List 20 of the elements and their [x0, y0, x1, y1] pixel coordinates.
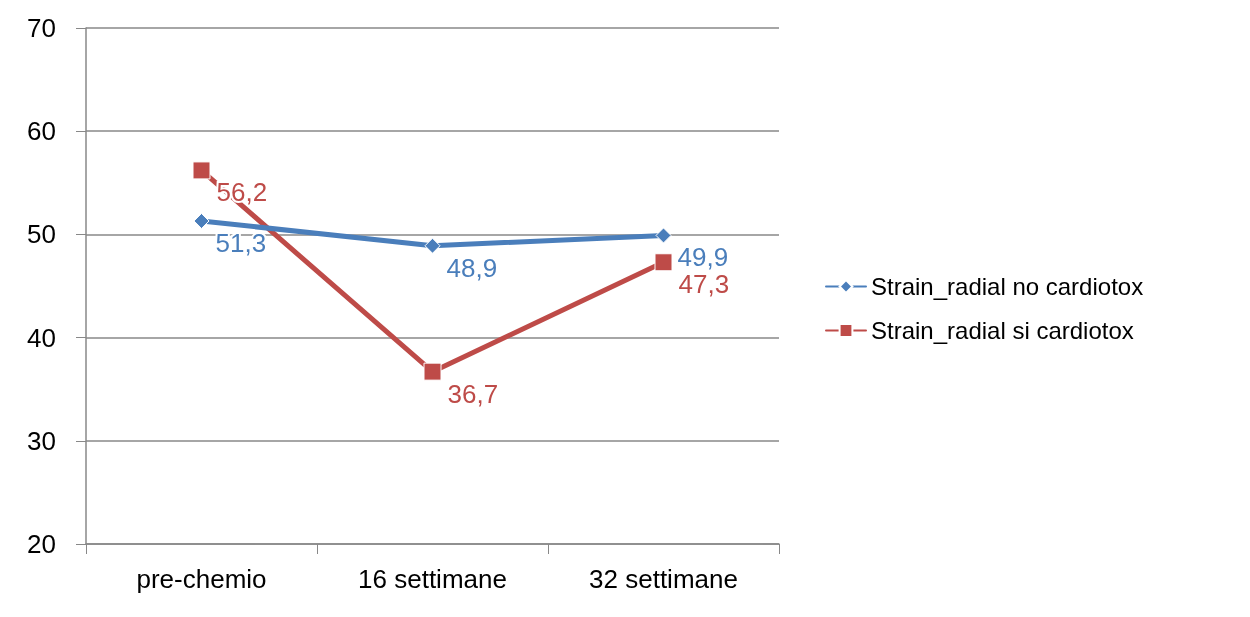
- y-tick-label: 30: [27, 425, 56, 456]
- data-label: 48,9: [446, 252, 498, 283]
- point: [654, 253, 673, 272]
- point: [423, 362, 442, 381]
- point: [655, 227, 672, 244]
- point: [192, 161, 211, 180]
- data-label: 51,3: [215, 227, 267, 258]
- point: [424, 237, 441, 254]
- x-tick-label: 16 settimane: [358, 564, 507, 594]
- y-tick-label: 50: [27, 219, 56, 250]
- legend-label: Strain_radial no cardiotox: [871, 273, 1144, 300]
- point: [193, 212, 210, 229]
- data-label: 36,7: [447, 378, 499, 409]
- legend-label: Strain_radial si cardiotox: [871, 317, 1134, 344]
- x-tick-label: pre-chemio: [136, 564, 267, 594]
- y-tick-label: 20: [27, 529, 56, 559]
- x-tick-label: 32 settimane: [589, 564, 738, 594]
- y-tick-label: 70: [27, 13, 56, 43]
- y-tick-label: 60: [27, 116, 56, 147]
- y-tick-label: 40: [27, 322, 56, 353]
